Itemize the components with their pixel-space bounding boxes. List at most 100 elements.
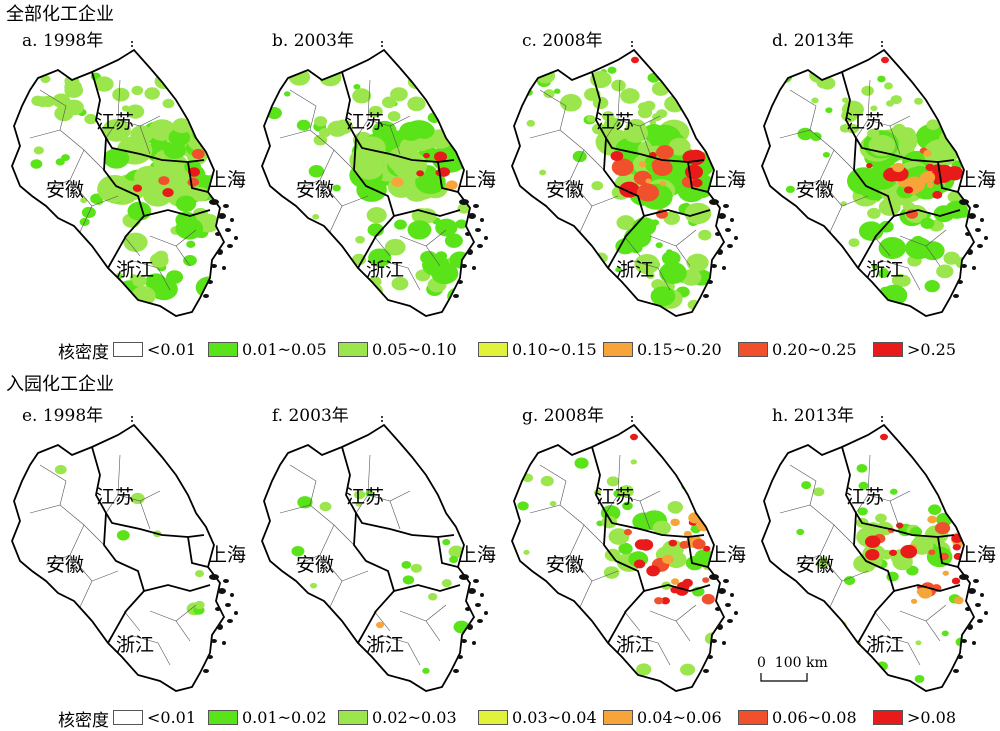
island bbox=[215, 232, 221, 236]
city-boundary bbox=[425, 604, 447, 622]
density-hotspot bbox=[703, 545, 711, 552]
city-boundary bbox=[605, 494, 619, 514]
density-spot bbox=[783, 299, 790, 305]
province-boundary bbox=[643, 209, 711, 217]
legend-item-label: 0.20~0.25 bbox=[772, 339, 857, 359]
density-spot bbox=[867, 128, 880, 139]
density-spot bbox=[387, 111, 401, 122]
city-boundary bbox=[105, 119, 119, 139]
density-spot bbox=[611, 79, 626, 92]
density-spot bbox=[616, 215, 636, 231]
legend-swatch bbox=[478, 341, 508, 357]
panel-label-d: d. 2013年 bbox=[772, 31, 854, 51]
legend-item-label: 0.15~0.20 bbox=[637, 339, 722, 359]
density-spot bbox=[126, 104, 145, 119]
island bbox=[975, 603, 981, 607]
density-hotspot bbox=[638, 161, 647, 168]
legend-item: >0.25 bbox=[873, 338, 956, 360]
density-spot bbox=[642, 124, 666, 143]
density-spot bbox=[183, 254, 197, 266]
density-spot bbox=[448, 545, 464, 558]
province-label-js: 江苏 bbox=[846, 486, 884, 508]
density-spot bbox=[162, 163, 192, 186]
city-boundary bbox=[629, 259, 671, 291]
density-spot bbox=[351, 253, 367, 266]
province-label-ah: 安徽 bbox=[796, 179, 834, 201]
density-spot bbox=[94, 278, 106, 288]
density-hotspot bbox=[438, 167, 450, 177]
island bbox=[465, 607, 471, 611]
density-spot bbox=[149, 277, 178, 301]
province-label-zj: 浙江 bbox=[116, 259, 154, 281]
legend-item: <0.01 bbox=[113, 338, 196, 360]
legend-swatch bbox=[338, 709, 368, 725]
island bbox=[209, 574, 219, 580]
density-spot bbox=[64, 99, 84, 116]
island bbox=[727, 244, 733, 248]
density-spot bbox=[677, 467, 685, 474]
island bbox=[717, 249, 723, 255]
province-boundary bbox=[353, 512, 396, 644]
city-boundary bbox=[623, 610, 641, 632]
map-panel-f: 江苏 安徽 上海 浙江 f. 2003年 bbox=[250, 395, 500, 705]
density-hotspot bbox=[904, 186, 914, 194]
island bbox=[227, 244, 233, 248]
map-panel-c: 江苏 安徽 上海 浙江 c. 2008年 bbox=[500, 20, 750, 330]
panel-label-a: a. 1998年 bbox=[22, 31, 104, 51]
legend-item: 0.03~0.04 bbox=[478, 706, 597, 728]
density-spot bbox=[168, 128, 191, 147]
island bbox=[218, 213, 226, 219]
density-spot bbox=[428, 593, 438, 601]
density-hotspot bbox=[923, 149, 932, 157]
marker-dot bbox=[131, 416, 133, 418]
density-spot bbox=[696, 92, 713, 105]
island bbox=[234, 236, 238, 240]
density-spot bbox=[941, 630, 949, 637]
island bbox=[475, 603, 481, 607]
density-spot bbox=[926, 119, 940, 131]
density-spot bbox=[810, 132, 822, 142]
density-spot bbox=[844, 576, 856, 585]
density-hotspot bbox=[645, 178, 652, 184]
province-boundary bbox=[841, 71, 955, 163]
density-spot bbox=[526, 119, 536, 127]
density-hotspot bbox=[881, 56, 889, 64]
density-layer bbox=[771, 56, 971, 315]
region-outline bbox=[261, 423, 476, 692]
density-spot bbox=[549, 500, 557, 507]
island bbox=[961, 264, 967, 268]
density-hotspot bbox=[191, 148, 205, 160]
province-label-zj: 浙江 bbox=[616, 634, 654, 656]
province-label-zj: 浙江 bbox=[366, 259, 404, 281]
density-spot bbox=[844, 645, 853, 653]
density-spot bbox=[668, 137, 691, 156]
island bbox=[961, 639, 967, 643]
legend-swatch bbox=[873, 341, 903, 357]
marker-dot bbox=[881, 45, 883, 47]
density-spot bbox=[112, 87, 130, 102]
island bbox=[973, 204, 979, 208]
density-spot bbox=[665, 75, 681, 87]
density-hotspot bbox=[895, 522, 904, 529]
density-spot bbox=[33, 146, 44, 155]
island bbox=[718, 213, 726, 219]
city-boundary bbox=[367, 79, 411, 127]
province-label-sh: 上海 bbox=[708, 169, 746, 191]
island bbox=[717, 624, 723, 630]
density-hotspot bbox=[928, 549, 936, 556]
density-spot bbox=[549, 303, 564, 314]
island bbox=[480, 593, 484, 597]
marker-dot bbox=[881, 420, 883, 422]
density-spot bbox=[920, 445, 930, 453]
island bbox=[211, 639, 217, 643]
island bbox=[484, 611, 488, 615]
density-spot bbox=[604, 661, 620, 674]
density-spot bbox=[955, 122, 967, 132]
density-spot bbox=[525, 638, 542, 652]
density-spot bbox=[890, 95, 902, 105]
density-spot bbox=[686, 253, 709, 272]
island bbox=[959, 574, 969, 580]
city-boundary bbox=[379, 634, 421, 666]
density-spot bbox=[620, 88, 640, 104]
